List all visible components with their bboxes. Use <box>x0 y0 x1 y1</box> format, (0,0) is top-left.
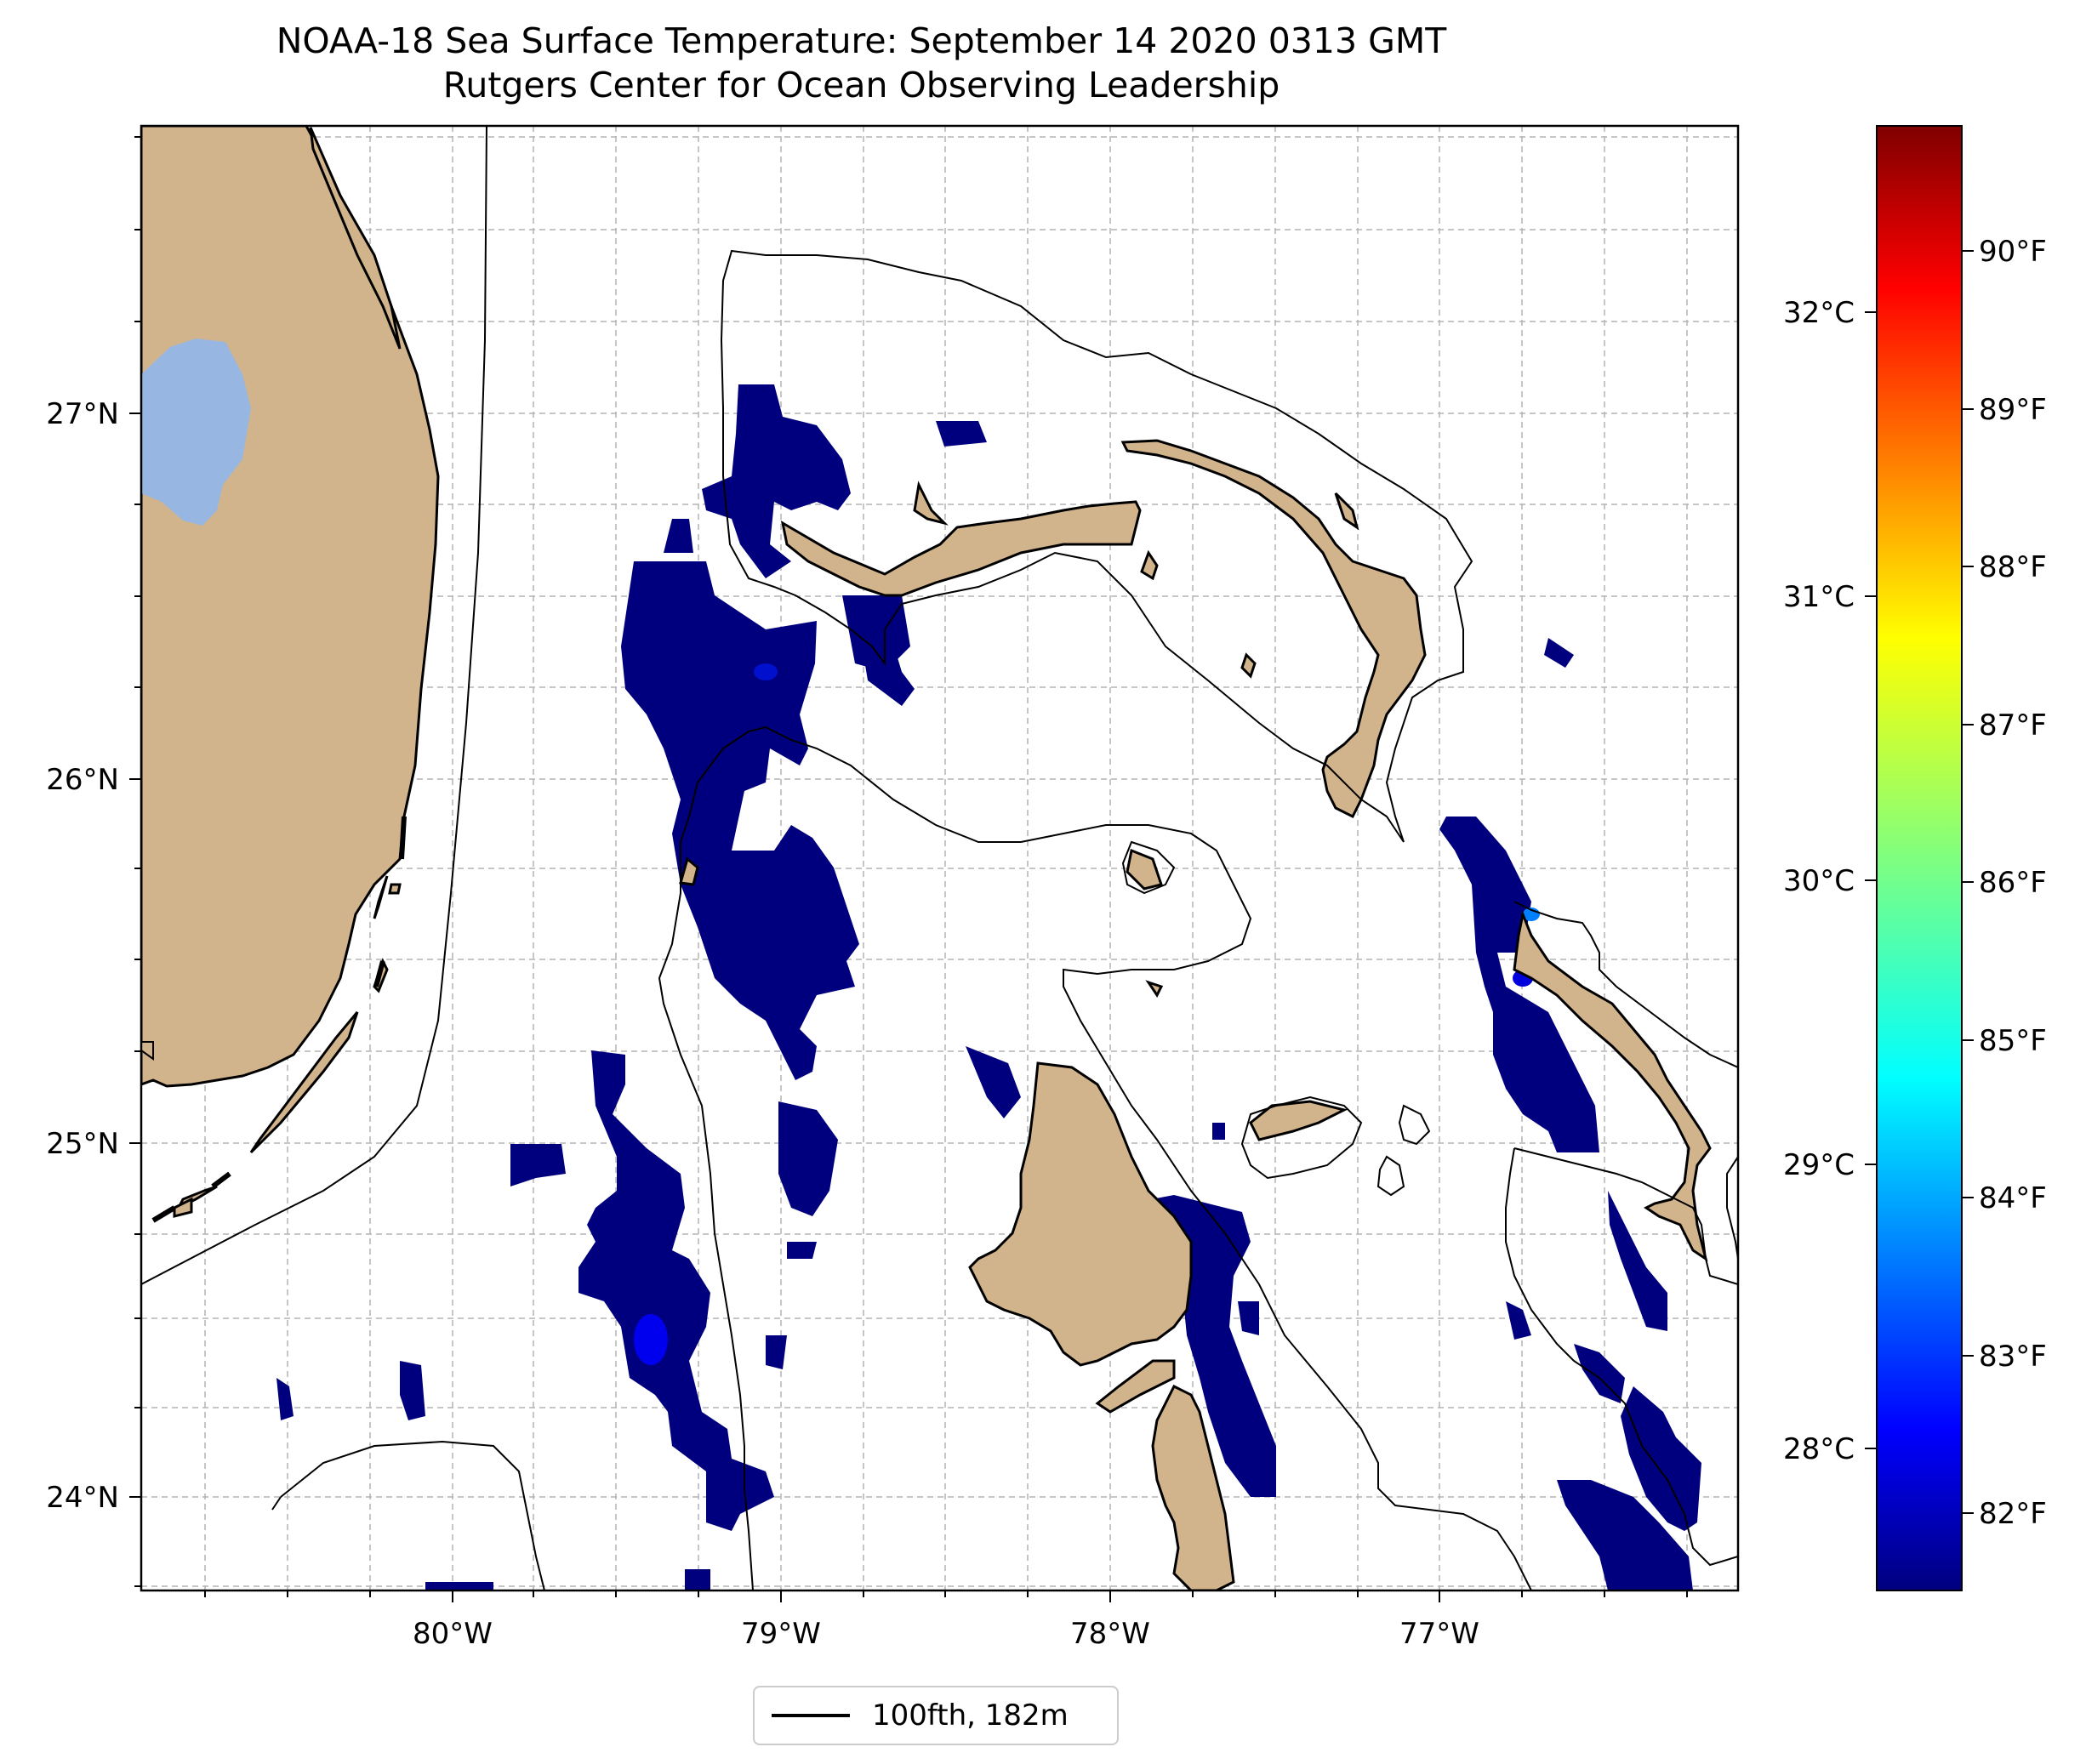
lat-label-25n: 25°N <box>46 1127 119 1161</box>
florida-keys <box>173 875 402 1218</box>
lon-ticks <box>204 1590 1688 1602</box>
lon-label-78w: 78°W <box>1070 1617 1150 1651</box>
colorbar-label-83f: 83°F <box>1979 1340 2047 1374</box>
map-panel <box>141 126 1738 1590</box>
colorbar-label-28c: 28°C <box>1783 1432 1855 1466</box>
colorbar-f-ticks <box>1962 250 1974 1514</box>
map-border <box>140 124 1740 1592</box>
lat-label-27n: 27°N <box>46 397 119 431</box>
lat-label-26n: 26°N <box>46 763 119 797</box>
colorbar-c-ticks <box>1865 311 1877 1449</box>
colorbar <box>1876 125 1963 1591</box>
colorbar-label-89f: 89°F <box>1979 393 2047 427</box>
legend-line-swatch <box>772 1714 850 1717</box>
lon-label-80w: 80°W <box>413 1617 493 1651</box>
legend-label: 100fth, 182m <box>872 1699 1069 1733</box>
colorbar-label-90f: 90°F <box>1979 235 2047 269</box>
title-line-2: Rutgers Center for Ocean Observing Leade… <box>442 65 1280 105</box>
shore-dashes <box>151 816 407 1223</box>
colorbar-label-29c: 29°C <box>1783 1148 1855 1182</box>
colorbar-label-85f: 85°F <box>1979 1024 2047 1058</box>
sst-cold-patches <box>276 384 1701 1590</box>
lon-label-79w: 79°W <box>741 1617 821 1651</box>
florida-landmass <box>141 126 440 1088</box>
lat-label-24n: 24°N <box>46 1481 119 1515</box>
lon-label-77w: 77°W <box>1399 1617 1479 1651</box>
colorbar-label-30c: 30°C <box>1783 864 1855 898</box>
bathymetry-contours <box>141 126 1738 1590</box>
legend: 100fth, 182m <box>753 1686 1119 1745</box>
bahamas-islands <box>679 439 1712 1590</box>
colorbar-label-88f: 88°F <box>1979 550 2047 584</box>
colorbar-label-82f: 82°F <box>1979 1497 2047 1531</box>
title-line-1: NOAA-18 Sea Surface Temperature: Septemb… <box>276 20 1447 61</box>
colorbar-label-31c: 31°C <box>1783 580 1855 614</box>
colorbar-label-86f: 86°F <box>1979 866 2047 900</box>
colorbar-label-87f: 87°F <box>1979 708 2047 743</box>
colorbar-label-84f: 84°F <box>1979 1181 2047 1215</box>
map-title: NOAA-18 Sea Surface Temperature: Septemb… <box>0 19 1723 107</box>
colorbar-label-32c: 32°C <box>1783 296 1855 330</box>
lat-ticks <box>129 136 141 1587</box>
